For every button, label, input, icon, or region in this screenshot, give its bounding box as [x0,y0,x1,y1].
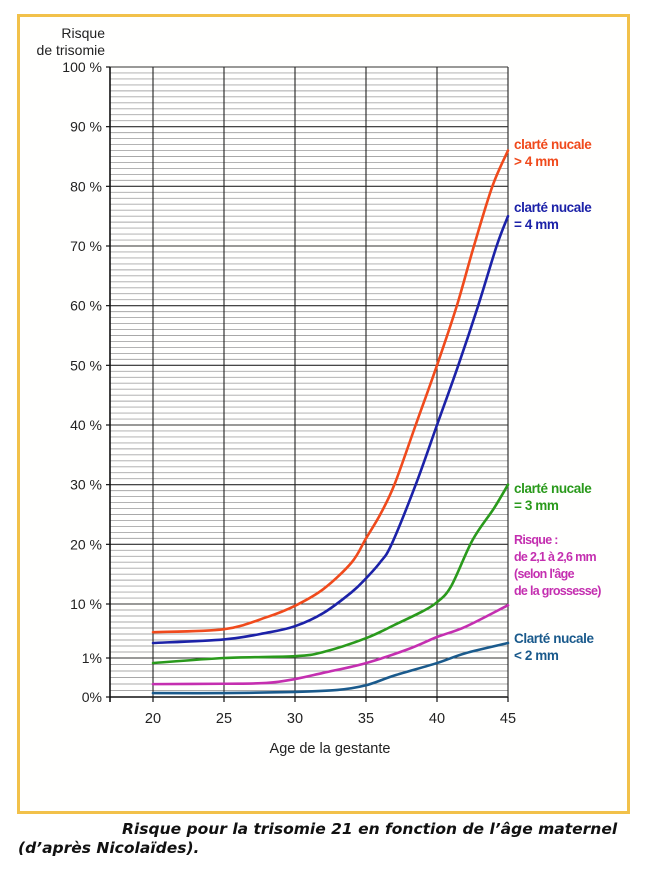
series-lines [151,149,510,695]
legend-line: Clarté nucale [514,631,594,646]
x-tick-label: 30 [287,711,303,727]
legend-line: = 4 mm [514,217,559,232]
legend-entry-3mm: clarté nucale = 3 mm [514,480,592,514]
x-tick-label: 35 [358,711,374,727]
y-tick-label: 0% [82,689,102,705]
x-tick-label: 25 [216,711,232,727]
y-tick-label: 20 % [70,536,102,552]
legend-line: > 4 mm [514,154,559,169]
series-line-2 [151,483,510,665]
legend-line: = 3 mm [514,498,559,513]
y-tick-label: 10 % [70,596,102,612]
x-axis-label: Age de la gestante [270,741,391,757]
tick-labels: 100 % 90 % 80 % 70 % 60 % 50 % 40 % 30 % 20 % 10 … [62,59,516,727]
legend-line: < 2 mm [514,648,559,663]
legend-entry-lt2mm: Clarté nucale < 2 mm [514,630,594,664]
chart-frame [17,14,630,814]
series-line-3 [151,603,510,686]
x-tick-label: 45 [500,711,516,727]
y-tick-label: 60 % [70,298,102,314]
y-tick-label: 40 % [70,417,102,433]
y-tick-label: 100 % [62,59,102,75]
y-axis-label-line: Risque [61,25,105,41]
grid [110,66,509,697]
y-tick-label: 30 % [70,477,102,493]
y-tick-label: 70 % [70,238,102,254]
legend-line: Risque : [514,533,558,547]
figure-caption: Risque pour la trisomie 21 en fonction d… [18,820,618,857]
x-tick-label: 20 [145,711,161,727]
y-axis-label-line: de trisomie [36,42,105,58]
series-line-4 [151,641,510,695]
y-tick-label: 90 % [70,119,102,135]
legend-line: de 2,1 à 2,6 mm [514,550,597,564]
y-tick-label: 50 % [70,357,102,373]
y-tick-label: 1% [82,650,102,666]
legend-line: clarté nucale [514,481,592,496]
legend-entry-gt4mm: clarté nucale > 4 mm [514,136,592,170]
legend-entry-4mm: clarté nucale = 4 mm [514,199,592,233]
legend-line: clarté nucale [514,200,592,215]
legend-line: de la grossesse) [514,584,601,598]
y-tick-label: 80 % [70,178,102,194]
legend-entry-2-1-to-2-6mm: Risque : de 2,1 à 2,6 mm (selon l'âge de… [514,532,601,600]
axes [106,66,509,702]
legend-line: clarté nucale [514,137,592,152]
y-axis-label: Risque de trisomie [37,25,105,59]
legend-line: (selon l'âge [514,567,575,581]
series-line-0 [151,149,510,634]
series-line-1 [151,214,510,645]
x-tick-label: 40 [429,711,445,727]
